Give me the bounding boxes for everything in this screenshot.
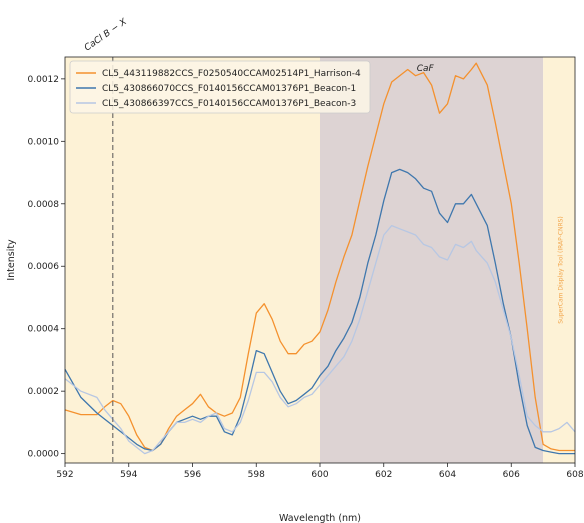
y-tick-label: 0.0006 — [28, 262, 60, 272]
series-line-3 — [64, 224, 576, 455]
series-line-2 — [64, 168, 575, 455]
y-tick-label: 0.0012 — [28, 75, 60, 85]
x-tick-label: 592 — [56, 470, 73, 480]
x-tick-label: 598 — [248, 470, 265, 480]
shaded-regions — [65, 57, 575, 463]
x-tick-label: 606 — [503, 470, 520, 480]
legend-box — [69, 60, 371, 114]
y-tick-label: 0.0008 — [28, 200, 60, 210]
x-tick-label: 600 — [311, 470, 328, 480]
legend: CL5_443119882CCS_F0250540CCAM02514P1_Har… — [69, 60, 371, 114]
x-axis-label: Wavelength (nm) — [279, 513, 361, 523]
legend-label-1: CL5_443119882CCS_F0250540CCAM02514P1_Har… — [102, 69, 361, 79]
y-tick-label: 0.0000 — [28, 450, 60, 460]
cacl-line-label: CaCl B − X — [83, 17, 130, 54]
x-tick-label: 604 — [439, 470, 456, 480]
shaded-region-3 — [543, 57, 575, 463]
legend-label-3: CL5_430866397CCS_F0140156CCAM01376P1_Bea… — [102, 99, 356, 109]
y-tick-label: 0.0004 — [28, 325, 60, 335]
x-tick-label: 594 — [120, 470, 137, 480]
y-axis-ticks: 0.0000 0.0002 0.0004 0.0006 0.0008 0.0010 0.00… — [28, 75, 65, 460]
x-tick-label: 608 — [566, 470, 583, 480]
y-axis-label: Intensity — [6, 239, 17, 281]
watermark-text: SuperCam Display Tool (IRAP-CNRS) — [557, 216, 564, 324]
x-tick-label: 596 — [184, 470, 201, 480]
legend-label-2: CL5_430866070CCS_F0140156CCAM01376P1_Bea… — [102, 84, 356, 94]
y-tick-label: 0.0002 — [28, 387, 60, 397]
caf-region-label: CaF — [417, 64, 435, 74]
series-layer — [64, 62, 576, 455]
x-tick-label: 602 — [375, 470, 392, 480]
x-axis-ticks: 592 594 596 598 600 602 604 606 608 — [56, 463, 584, 480]
shaded-region-2 — [320, 57, 544, 463]
shaded-region-1 — [65, 57, 320, 463]
y-tick-label: 0.0010 — [28, 137, 60, 147]
